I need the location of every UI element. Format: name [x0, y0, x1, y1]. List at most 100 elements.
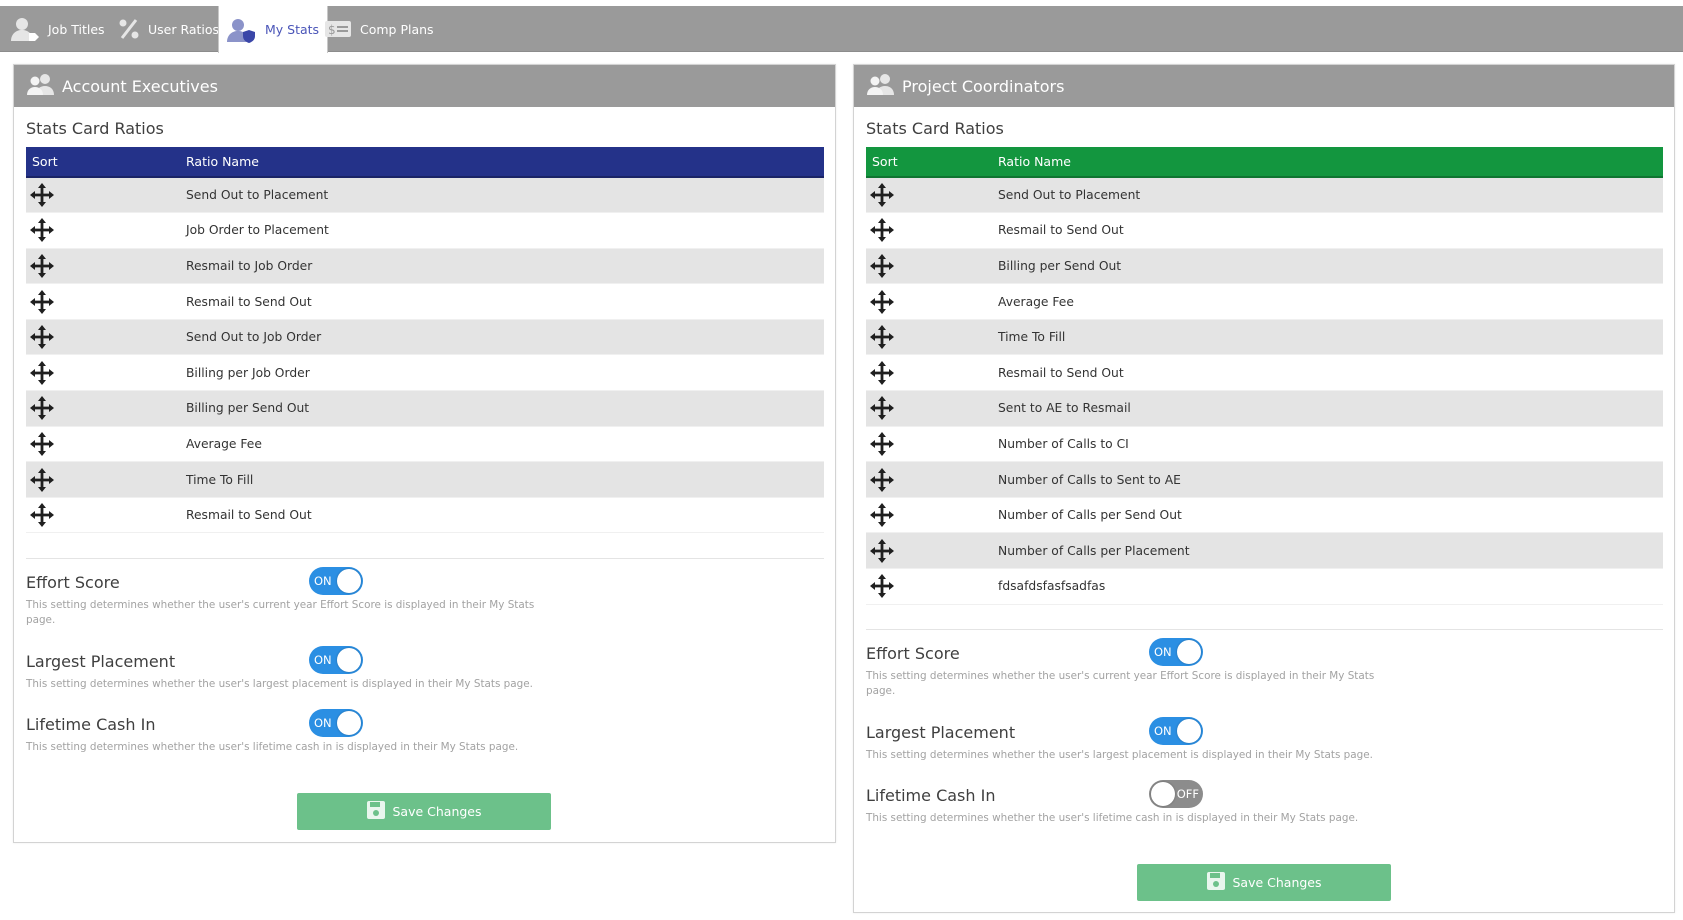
toggle-knob [1151, 782, 1175, 806]
tab-my-stats[interactable]: My Stats [218, 6, 329, 53]
sort-cell [26, 283, 180, 320]
ratio-name: Resmail to Job Order [180, 248, 824, 285]
sort-cell [26, 177, 180, 214]
drag-handle-icon[interactable] [30, 325, 174, 350]
drag-handle-icon[interactable] [870, 503, 986, 528]
sort-cell [26, 390, 180, 427]
drag-handle-icon[interactable] [30, 183, 174, 208]
ratio-name: Resmail to Send Out [992, 354, 1663, 392]
table-row[interactable]: Number of Calls per Placement [866, 532, 1663, 570]
drag-handle-icon[interactable] [30, 289, 174, 314]
table-row[interactable]: Billing per Send Out [26, 390, 824, 427]
sort-cell [866, 283, 992, 320]
toggle-state: ON [314, 716, 332, 730]
panel-project-coordinators: Project Coordinators Stats Card Ratios S… [853, 64, 1675, 913]
section-title: Stats Card Ratios [26, 119, 164, 138]
setting-effort-score: Effort Score ON This setting determines … [26, 567, 566, 628]
table-row[interactable]: Number of Calls per Send Out [866, 497, 1663, 534]
tab-job-titles[interactable]: Job Titles [0, 6, 115, 52]
drag-handle-icon[interactable] [870, 289, 986, 314]
table-row[interactable]: Send Out to Placement [26, 177, 824, 214]
setting-label: Largest Placement [866, 723, 1016, 742]
drag-handle-icon[interactable] [870, 574, 986, 599]
sort-cell [866, 212, 992, 249]
ratio-name: Number of Calls per Send Out [992, 497, 1663, 534]
table-row[interactable]: Send Out to Placement [866, 177, 1663, 214]
drag-handle-icon[interactable] [30, 431, 174, 456]
table-row[interactable]: Number of Calls to CI [866, 426, 1663, 463]
ratio-name: Average Fee [992, 283, 1663, 320]
table-row[interactable]: Average Fee [866, 283, 1663, 320]
tab-comp-plans[interactable]: $ Comp Plans [314, 6, 444, 52]
effort-score-toggle[interactable]: ON [1149, 638, 1203, 666]
tab-user-ratios[interactable]: User Ratios [108, 6, 229, 52]
table-header-row: Sort Ratio Name [26, 147, 824, 177]
drag-handle-icon[interactable] [870, 325, 986, 350]
panel-account-executives: Account Executives Stats Card Ratios Sor… [13, 64, 836, 843]
lifetime-cash-in-toggle[interactable]: OFF [1149, 780, 1203, 808]
table-row[interactable]: Resmail to Job Order [26, 248, 824, 285]
table-row[interactable]: fdsafdsfasfsadfas [866, 568, 1663, 605]
setting-largest-placement: Largest Placement ON This setting determ… [866, 717, 1406, 763]
table-row[interactable]: Time To Fill [26, 461, 824, 498]
setting-description: This setting determines whether the user… [866, 670, 1375, 697]
ratio-name: Billing per Job Order [180, 354, 824, 392]
setting-label: Lifetime Cash In [26, 715, 156, 734]
percent-icon [118, 18, 140, 40]
drag-handle-icon[interactable] [30, 360, 174, 385]
table-row[interactable]: Resmail to Send Out [866, 354, 1663, 392]
toggle-state: ON [1154, 645, 1172, 659]
ratios-table: Sort Ratio Name Send Out to Placement Job… [26, 147, 824, 534]
setting-label: Largest Placement [26, 652, 176, 671]
ratio-name: Resmail to Send Out [180, 497, 824, 534]
drag-handle-icon[interactable] [870, 431, 986, 456]
drag-handle-icon[interactable] [870, 396, 986, 421]
drag-handle-icon[interactable] [30, 396, 174, 421]
sort-cell [26, 319, 180, 356]
save-label: Save Changes [1232, 875, 1322, 890]
setting-label: Effort Score [866, 644, 960, 663]
drag-handle-icon[interactable] [870, 253, 986, 278]
table-row[interactable]: Number of Calls to Sent to AE [866, 461, 1663, 498]
sort-cell [866, 461, 992, 498]
lifetime-cash-in-toggle[interactable]: ON [309, 709, 363, 737]
drag-handle-icon[interactable] [30, 467, 174, 492]
setting-lifetime-cash-in: Lifetime Cash In OFF This setting determ… [866, 780, 1406, 826]
toggle-knob [337, 569, 361, 593]
drag-handle-icon[interactable] [30, 253, 174, 278]
table-row[interactable]: Time To Fill [866, 319, 1663, 356]
table-row[interactable]: Send Out to Job Order [26, 319, 824, 356]
sort-cell [866, 248, 992, 285]
sort-cell [26, 354, 180, 392]
toggle-state: ON [1154, 724, 1172, 738]
table-row[interactable]: Job Order to Placement [26, 212, 824, 249]
save-changes-button[interactable]: Save Changes [1137, 864, 1391, 901]
table-row[interactable]: Billing per Job Order [26, 354, 824, 392]
sort-cell [866, 497, 992, 534]
table-row[interactable]: Resmail to Send Out [866, 212, 1663, 249]
sort-cell [26, 426, 180, 463]
drag-handle-icon[interactable] [870, 538, 986, 563]
setting-effort-score: Effort Score ON This setting determines … [866, 638, 1406, 699]
save-changes-button[interactable]: Save Changes [297, 793, 551, 830]
floppy-disk-icon [366, 800, 386, 823]
table-row[interactable]: Average Fee [26, 426, 824, 463]
ratio-name: Number of Calls per Placement [992, 532, 1663, 570]
tab-label: Job Titles [48, 21, 105, 37]
effort-score-toggle[interactable]: ON [309, 567, 363, 595]
drag-handle-icon[interactable] [30, 503, 174, 528]
largest-placement-toggle[interactable]: ON [1149, 717, 1203, 745]
drag-handle-icon[interactable] [870, 360, 986, 385]
sort-cell [866, 532, 992, 570]
drag-handle-icon[interactable] [870, 183, 986, 208]
drag-handle-icon[interactable] [30, 218, 174, 243]
section-title: Stats Card Ratios [866, 119, 1004, 138]
table-row[interactable]: Billing per Send Out [866, 248, 1663, 285]
table-row[interactable]: Resmail to Send Out [26, 283, 824, 320]
drag-handle-icon[interactable] [870, 218, 986, 243]
table-row[interactable]: Resmail to Send Out [26, 497, 824, 534]
table-row[interactable]: Sent to AE to Resmail [866, 390, 1663, 427]
ratio-name: Send Out to Placement [992, 177, 1663, 214]
drag-handle-icon[interactable] [870, 467, 986, 492]
largest-placement-toggle[interactable]: ON [309, 646, 363, 674]
